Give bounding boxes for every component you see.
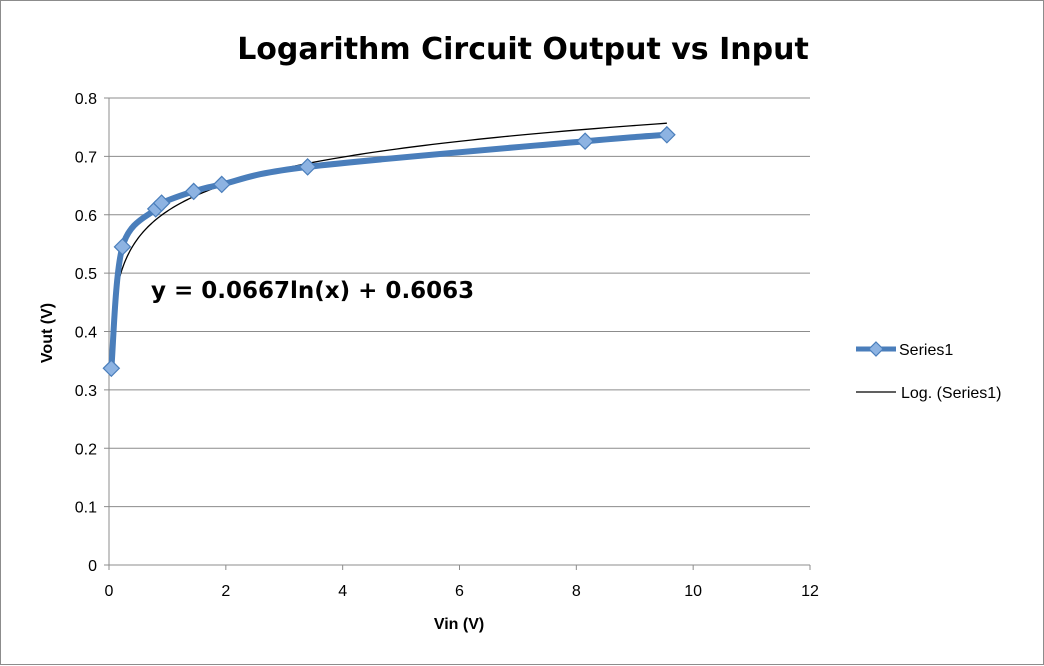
y-tick-label: 0.2 [75, 441, 97, 458]
legend-trendline-label: Log. (Series1) [901, 385, 1002, 402]
axes [108, 98, 810, 566]
y-axis-label: Vout (V) [39, 303, 56, 363]
y-tick-label: 0 [88, 558, 97, 575]
x-axis-label: Vin (V) [434, 616, 484, 633]
data-point [113, 238, 132, 256]
data-point [576, 132, 594, 151]
x-tick-label: 0 [105, 583, 114, 600]
x-tick-label: 8 [572, 583, 581, 600]
y-tick-label: 0.4 [75, 325, 97, 342]
y-tick-label: 0.6 [75, 208, 97, 225]
y-tick-labels: 0 0.1 0.2 0.3 0.4 0.5 0.6 0.7 0.8 [75, 91, 97, 575]
chart-title: Logarithm Circuit Output vs Input [237, 32, 809, 67]
trendline-group [110, 122, 667, 337]
x-tick-label: 10 [684, 583, 702, 600]
legend-series1-label: Series1 [899, 342, 953, 359]
data-point [152, 194, 171, 212]
gridlines [104, 97, 811, 570]
x-tick-label: 6 [455, 583, 464, 600]
data-point [658, 125, 676, 144]
x-tick-label: 2 [221, 583, 230, 600]
y-tick-label: 0.1 [75, 500, 97, 517]
legend-series1-marker [868, 341, 884, 357]
y-tick-label: 0.8 [75, 91, 97, 108]
x-tick-label: 4 [338, 583, 347, 600]
data-point [184, 182, 203, 201]
data-point [102, 359, 121, 378]
y-tick-label: 0.7 [75, 149, 97, 166]
series-line [108, 131, 670, 372]
data-point [212, 175, 231, 194]
y-tick-label: 0.5 [75, 266, 97, 283]
data-point [298, 158, 317, 176]
trendline-equation: y = 0.0667ln(x) + 0.6063 [151, 278, 474, 304]
legend: Series1 Log. (Series1) [856, 341, 1002, 402]
y-tick-label: 0.3 [75, 383, 97, 400]
x-tick-labels: 0 2 4 6 8 10 12 [105, 583, 819, 600]
trendline-path [110, 122, 667, 337]
series-group [102, 125, 676, 378]
x-tick-label: 12 [801, 583, 819, 600]
